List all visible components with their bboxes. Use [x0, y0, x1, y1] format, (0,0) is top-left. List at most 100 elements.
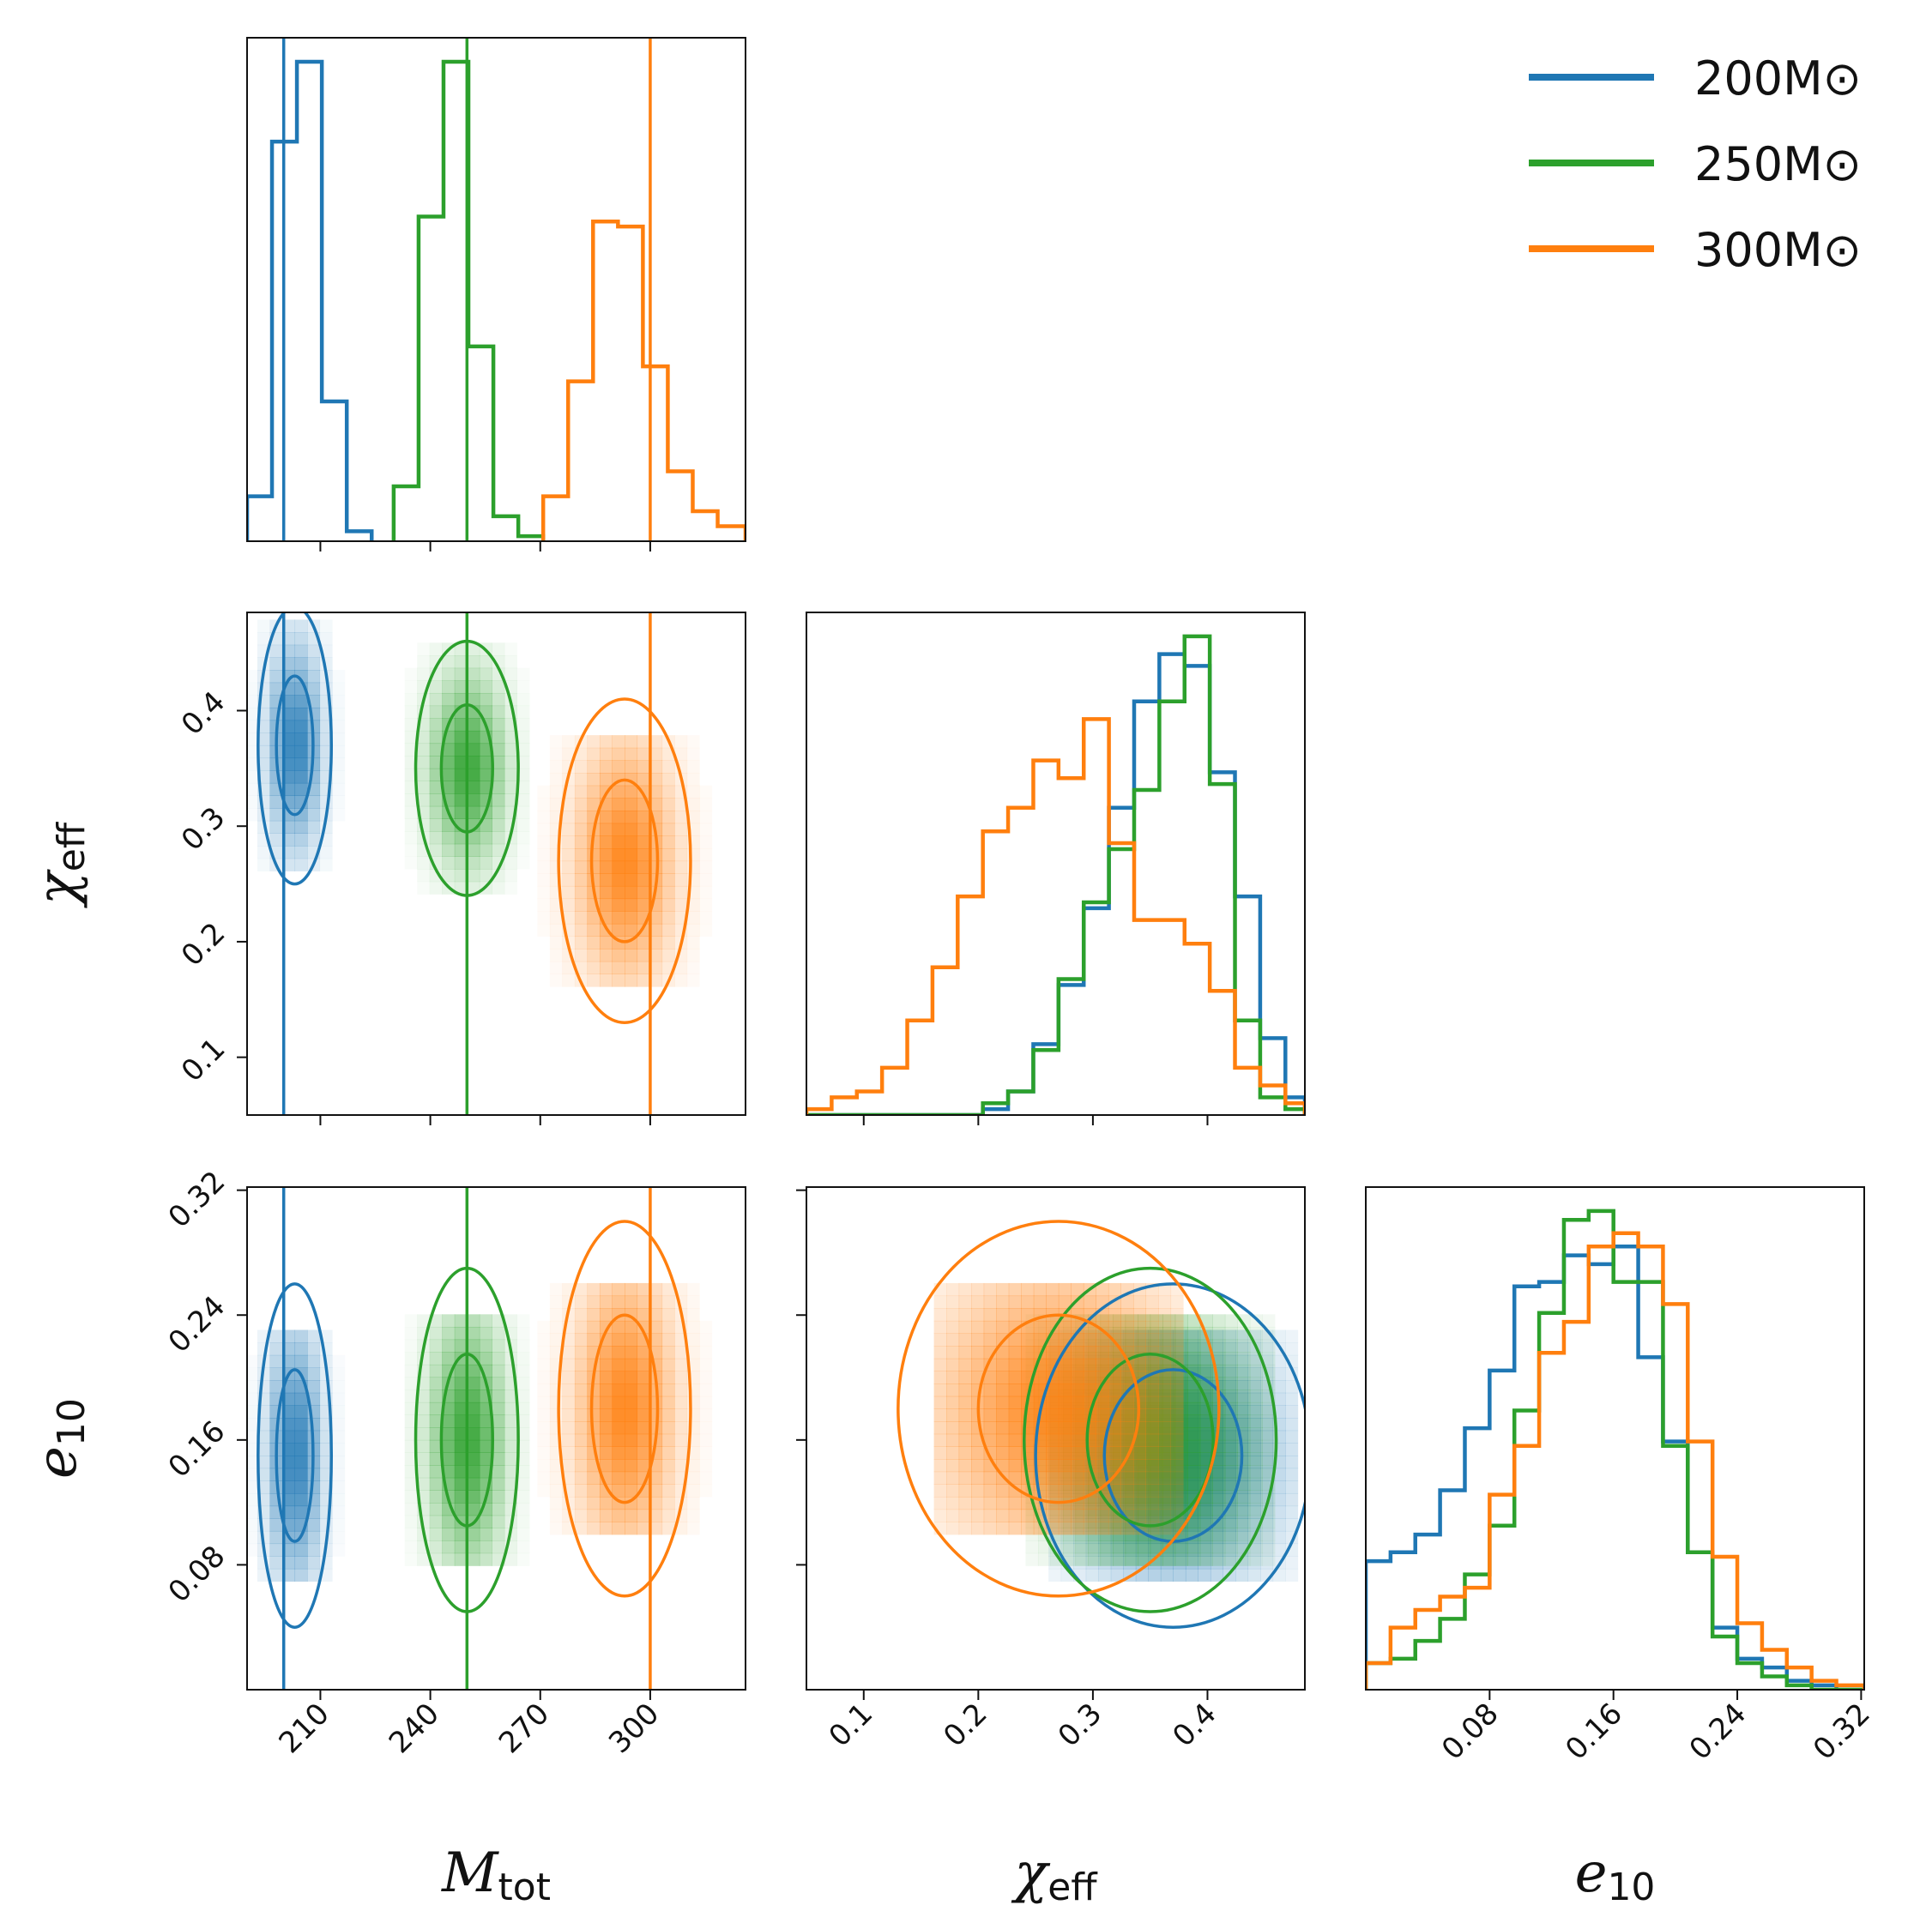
ylabel-e10-symbol: e — [26, 1446, 89, 1479]
density-cell — [574, 1446, 588, 1460]
y-tick-label: 0.3 — [175, 800, 232, 858]
density-cell — [1198, 1354, 1211, 1368]
density-cell — [562, 974, 576, 987]
density-cell — [599, 735, 613, 749]
density-cell — [417, 730, 431, 744]
density-cell — [1098, 1530, 1112, 1545]
density-cell — [479, 1540, 492, 1554]
density-cell — [574, 873, 588, 887]
density-cell — [454, 730, 468, 744]
density-cell — [661, 873, 675, 887]
density-cell — [516, 1528, 530, 1541]
y-tick-label: 0.32 — [162, 1165, 232, 1235]
density-cell — [1285, 1418, 1299, 1432]
xlabel-chi_eff: χeff — [1011, 1842, 1098, 1909]
density-cell — [282, 707, 296, 721]
density-cell — [1150, 1377, 1163, 1390]
density-cell — [1008, 1333, 1022, 1347]
density-cell — [294, 1329, 308, 1343]
density-cell — [1260, 1342, 1274, 1356]
density-cell — [1073, 1556, 1087, 1570]
density-cell — [612, 873, 625, 887]
density-cell — [574, 1509, 588, 1522]
density-cell — [492, 793, 505, 807]
density-cell — [996, 1282, 1010, 1297]
density-cell — [574, 1471, 588, 1485]
density-cell — [332, 670, 345, 683]
density-cell — [1212, 1477, 1226, 1491]
density-cell — [637, 1509, 650, 1522]
density-cell — [1160, 1568, 1174, 1582]
y-tick-label: 0.2 — [175, 916, 232, 974]
density-cell — [958, 1408, 972, 1422]
density-cell — [587, 1282, 601, 1297]
density-cell — [971, 1446, 985, 1460]
density-cell — [1098, 1543, 1112, 1557]
panel-frame — [246, 37, 746, 542]
density-cell — [549, 1471, 563, 1485]
density-cell — [574, 1358, 588, 1371]
density-cell — [1108, 1320, 1121, 1335]
density-cell — [1162, 1439, 1176, 1453]
density-cell — [1058, 1371, 1072, 1384]
density-cell — [574, 1371, 588, 1384]
density-cell — [479, 1352, 492, 1365]
density-cell — [1223, 1418, 1236, 1432]
density-cell — [574, 1295, 588, 1309]
contour-1sigma-1f77b4 — [275, 674, 315, 817]
density-cell — [537, 1383, 551, 1397]
density-cell — [637, 1308, 650, 1322]
density-cell — [661, 1509, 675, 1522]
density-cell — [417, 882, 430, 895]
density-cell — [1071, 1295, 1084, 1309]
density-cell — [1237, 1477, 1251, 1491]
density-cell — [661, 860, 675, 874]
density-cell — [294, 1354, 308, 1368]
density-cell — [417, 1389, 431, 1403]
density-cell — [1260, 1405, 1274, 1419]
density-cell — [1125, 1528, 1138, 1541]
density-cell — [699, 898, 713, 912]
density-cell — [467, 692, 480, 707]
density-cell — [1008, 1509, 1022, 1522]
density-cell — [661, 798, 675, 811]
density-cell — [516, 844, 529, 857]
density-cell — [1083, 1295, 1096, 1309]
density-cell — [1113, 1540, 1126, 1554]
density-cell — [946, 1295, 960, 1309]
density-cell — [282, 619, 296, 633]
density-cell — [1008, 1471, 1022, 1485]
density-cell — [1071, 1282, 1084, 1297]
density-cell — [933, 1509, 947, 1522]
density-cell — [282, 1342, 296, 1356]
density-cell — [454, 1326, 468, 1341]
density-cell — [516, 668, 529, 681]
density-cell — [1158, 1383, 1172, 1397]
density-cell — [467, 831, 480, 845]
density-cell — [1058, 1282, 1072, 1297]
density-cell — [417, 655, 431, 669]
density-cell — [1046, 1282, 1060, 1297]
density-cell — [467, 1314, 480, 1328]
density-cell — [1150, 1427, 1163, 1441]
density-cell — [1088, 1540, 1102, 1554]
density-cell — [674, 835, 688, 849]
density-cell — [971, 1358, 985, 1371]
density-cell — [649, 1308, 663, 1322]
density-cell — [404, 718, 418, 732]
density-cell — [1210, 1505, 1224, 1519]
density-cell — [332, 1492, 346, 1507]
panel-chi_eff-vs-chi_eff — [806, 612, 1306, 1125]
density-cell — [429, 1503, 443, 1516]
density-cell — [1025, 1515, 1039, 1528]
density-cell — [282, 757, 296, 771]
xlabel-chi_eff-subscript: eff — [1048, 1866, 1098, 1909]
density-cell — [649, 798, 663, 811]
density-cell — [1210, 1492, 1224, 1507]
density-cell — [599, 1459, 613, 1473]
density-cell — [625, 860, 638, 874]
density-cell — [1123, 1329, 1137, 1343]
density-cell — [1098, 1568, 1112, 1582]
density-cell — [699, 924, 712, 937]
density-cell — [574, 1396, 588, 1409]
